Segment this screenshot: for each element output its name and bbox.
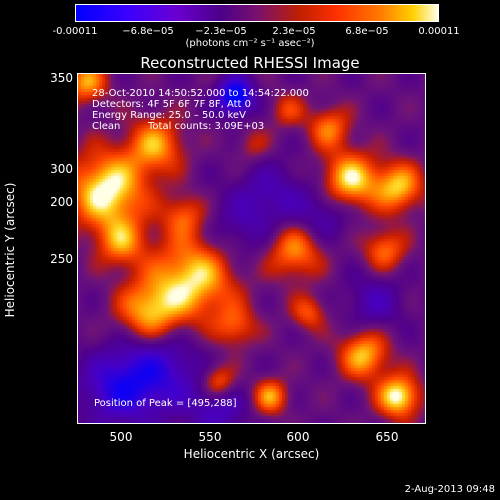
x-axis-label: Heliocentric X (arcsec) xyxy=(183,447,320,461)
y-tick-label: 200 xyxy=(50,195,73,209)
heatmap-image xyxy=(78,74,425,423)
annotation-peak: Position of Peak = [495,288] xyxy=(94,398,237,409)
plot-area: 28-Oct-2010 14:50:52.000 to 14:54:22.000… xyxy=(77,73,426,424)
colorbar-tick: 2.3e−05 xyxy=(272,26,316,37)
colorbar-tick: 6.8e−05 xyxy=(345,26,389,37)
y-axis-label: Heliocentric Y (arcsec) xyxy=(3,182,17,318)
chart-title: Reconstructed RHESSI Image xyxy=(140,54,360,72)
colorbar-tick: 0.00011 xyxy=(418,26,460,37)
annotation-detectors: Detectors: 4F 5F 6F 7F 8F, Att 0 xyxy=(92,99,252,110)
footer-date: 2-Aug-2013 09:48 xyxy=(404,484,495,495)
x-tick-label: 550 xyxy=(198,430,222,444)
y-tick-label: 300 xyxy=(50,162,73,176)
colorbar-tick: −2.3e−05 xyxy=(195,26,247,37)
x-tick-label: 500 xyxy=(109,430,133,444)
annotation-method: Clean xyxy=(92,121,121,132)
colorbar-units: (photons cm⁻² s⁻¹ asec⁻²) xyxy=(185,38,315,49)
colorbar-tick: −6.8e−05 xyxy=(122,26,174,37)
y-tick-label: 250 xyxy=(50,252,73,266)
annotation-time: 28-Oct-2010 14:50:52.000 to 14:54:22.000 xyxy=(92,88,309,99)
colorbar-tick: -0.00011 xyxy=(52,26,98,37)
x-tick-label: 600 xyxy=(286,430,310,444)
annotation-counts: Total counts: 3.09E+03 xyxy=(148,121,265,132)
y-tick-label: 350 xyxy=(50,71,73,85)
annotation-energy: Energy Range: 25.0 – 50.0 keV xyxy=(92,110,246,121)
colorbar xyxy=(75,4,439,22)
x-tick-label: 650 xyxy=(375,430,399,444)
